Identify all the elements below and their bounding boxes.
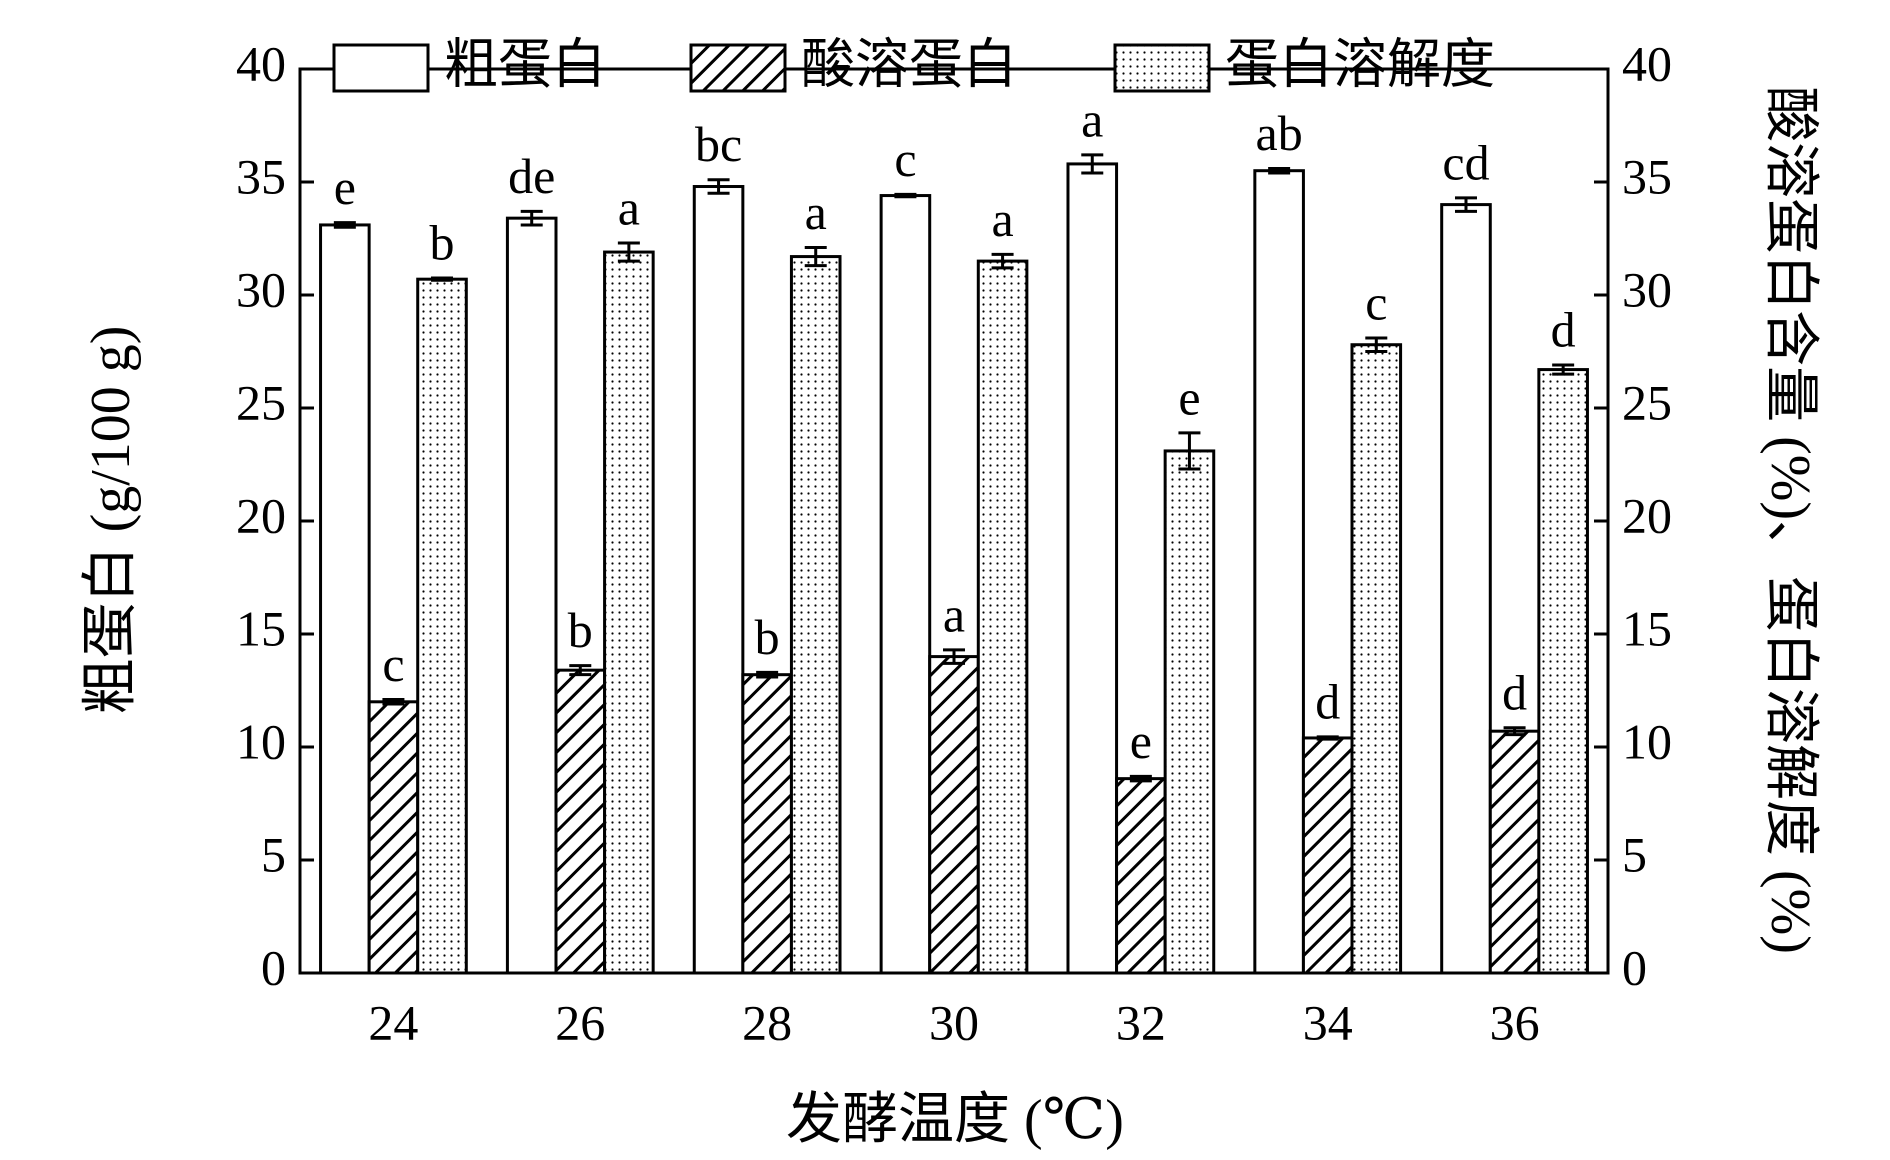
error-bar [1365,336,1388,353]
x-tick-label: 36 [1490,994,1540,1050]
significance-label: a [991,191,1013,247]
bar [1115,777,1167,975]
bar [1488,729,1541,975]
significance-label: a [618,179,640,235]
y-tick-label: 20 [236,487,286,543]
error-bar [1081,153,1104,175]
legend-label: 蛋白溶解度 [1225,34,1495,94]
x-tick-label: 32 [1116,994,1166,1050]
bar [976,259,1029,975]
error-bar [1316,735,1339,741]
significance-label: b [430,215,455,271]
bar [319,223,371,975]
significance-label: e [1178,369,1200,425]
y-tick-label: 30 [236,261,286,317]
significance-label: e [334,159,356,215]
error-bar [1129,774,1152,783]
error-bar [991,252,1014,270]
y2-tick-label: 0 [1622,939,1647,995]
error-bar [1454,196,1477,213]
bar [879,194,932,975]
x-tick-label: 28 [742,994,792,1050]
bar [789,255,842,975]
significance-label: e [1130,713,1152,769]
y2-tick-label: 25 [1622,374,1672,430]
significance-label: bc [695,116,742,172]
bar [692,185,745,975]
y-tick-label: 40 [236,35,286,91]
significance-label: a [805,184,827,240]
y-tick-label: 5 [261,826,286,882]
significance-label: c [894,131,916,187]
bar [603,250,655,975]
error-bar [707,178,730,195]
y-tick-label: 35 [236,148,286,204]
bar [1440,203,1492,975]
y2-tick-label: 40 [1622,35,1672,91]
significance-label: b [568,602,593,658]
legend-swatch [332,43,430,93]
significance-label: d [1551,302,1576,358]
bar [554,668,607,975]
y2-tick-label: 15 [1622,600,1672,656]
bar [1163,449,1216,975]
y2-tick-label: 30 [1622,261,1672,317]
y2-tick-label: 5 [1622,826,1647,882]
significance-label: c [382,636,404,692]
legend-label: 粗蛋白 [444,34,606,94]
significance-label: d [1315,673,1340,729]
y2-tick-label: 35 [1622,148,1672,204]
bar [928,655,980,975]
y-tick-label: 10 [236,713,286,769]
x-axis-label: 发酵温度 (℃) [786,1089,1124,1151]
x-tick-label: 30 [929,994,979,1050]
significance-label: cd [1442,134,1489,190]
significance-label: b [755,609,780,665]
error-bar [1503,726,1526,737]
bar [367,700,420,975]
significance-label: de [508,148,555,204]
error-bar [617,241,640,263]
significance-label: d [1502,664,1527,720]
y-tick-label: 15 [236,600,286,656]
significance-label: a [1081,91,1103,147]
error-bar [1268,166,1291,175]
error-bar [1178,431,1201,471]
y2-axis-label: 酸溶蛋白含量 (%)、蛋白溶解度 (%) [1759,86,1821,954]
significance-label: ab [1256,105,1303,161]
y-axis-label: 粗蛋白 (g/100 g) [80,326,142,715]
legend-label: 酸溶蛋白 [801,34,1017,94]
bar [416,277,468,975]
bar [505,216,558,975]
error-bar [1552,363,1575,376]
error-bar [804,246,827,268]
error-bar [520,209,543,227]
bar [1350,343,1403,975]
significance-label: c [1365,274,1387,330]
bar [1301,736,1354,975]
y2-tick-label: 20 [1622,487,1672,543]
x-tick-label: 34 [1303,994,1353,1050]
y2-tick-label: 10 [1622,713,1672,769]
error-bar [382,698,405,706]
significance-label: a [943,586,965,642]
legend-swatch [689,43,787,93]
bar [741,673,793,975]
x-tick-label: 24 [368,994,418,1050]
y-tick-label: 25 [236,374,286,430]
error-bar [756,670,779,679]
y-tick-label: 0 [261,939,286,995]
x-tick-label: 26 [555,994,605,1050]
bar [1537,368,1589,975]
error-bar [569,664,592,677]
error-bar [894,192,917,199]
bar [1066,162,1119,975]
plot-frame [298,67,1610,975]
error-bar [333,221,356,229]
error-bar [431,276,454,282]
bar [1253,169,1305,975]
error-bar [943,648,965,665]
legend-swatch [1113,43,1211,93]
